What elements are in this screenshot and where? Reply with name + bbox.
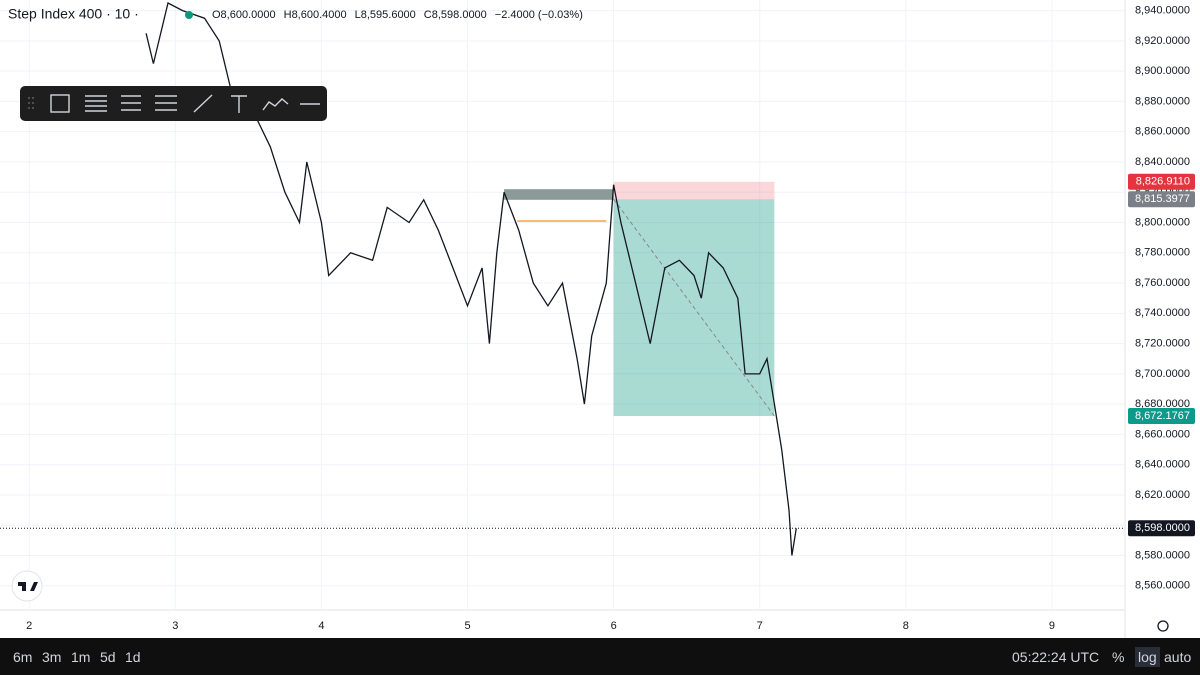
- y-tick-label: 8,860.0000: [1135, 126, 1190, 138]
- y-tick-label: 8,900.0000: [1135, 65, 1190, 77]
- settings-icon[interactable]: [1157, 620, 1169, 632]
- ohlc-value: C8,598.0000: [424, 9, 487, 21]
- y-tick-label: 8,680.0000: [1135, 398, 1190, 410]
- y-tick-label: 8,740.0000: [1135, 307, 1190, 319]
- stop-zone: [613, 181, 775, 200]
- x-tick-label: 6: [611, 620, 617, 632]
- x-tick-label: 5: [464, 620, 470, 632]
- rect-tool[interactable]: [50, 94, 70, 113]
- y-tick-label: 8,720.0000: [1135, 338, 1190, 350]
- path-tool[interactable]: [262, 98, 289, 111]
- y-tick-label: 8,660.0000: [1135, 428, 1190, 440]
- drawing-toolbar: [20, 86, 327, 121]
- price-label-box: [1128, 173, 1195, 190]
- pitchfork-tool[interactable]: [155, 95, 177, 111]
- x-tick-label: 3: [172, 620, 178, 632]
- x-tick-label: 7: [757, 620, 763, 632]
- y-tick-label: 8,560.0000: [1135, 580, 1190, 592]
- range-button[interactable]: 6m: [13, 649, 33, 665]
- price-label-box: [1128, 520, 1195, 537]
- y-tick-label: 8,840.0000: [1135, 156, 1190, 168]
- price-label-box: [1128, 407, 1195, 424]
- tv-logo[interactable]: [11, 570, 43, 602]
- ohlc-value: H8,600.4000: [284, 9, 347, 21]
- bottom-bar: 6m 3m 1m 5d 1d 05:22:24 UTC% log auto: [0, 638, 1200, 675]
- ohlc-value: −2.4000 (−0.03%): [495, 9, 583, 21]
- y-tick-label: 8,940.0000: [1135, 5, 1190, 17]
- x-tick-label: 2: [26, 620, 32, 632]
- symbol-title: Step Index 400 · 10 ·: [8, 6, 139, 22]
- status-dot: [185, 11, 193, 19]
- x-tick-label: 9: [1049, 620, 1055, 632]
- position-path: [613, 198, 775, 417]
- price-label: 8,826.9110: [1136, 176, 1190, 188]
- clock: 05:22:24 UTC: [1012, 649, 1100, 665]
- axis-option[interactable]: auto: [1164, 649, 1192, 665]
- position-tool[interactable]: [121, 95, 141, 111]
- range-button[interactable]: 3m: [42, 649, 62, 665]
- x-tick-label: 8: [903, 620, 909, 632]
- range-button[interactable]: 1d: [125, 649, 141, 665]
- range-button[interactable]: 5d: [100, 649, 116, 665]
- range-bar: [504, 189, 614, 200]
- y-tick-label: 8,920.0000: [1135, 35, 1190, 47]
- fib-tool[interactable]: [85, 95, 107, 112]
- y-tick-label: 8,620.0000: [1135, 489, 1190, 501]
- ohlc-value: L8,595.6000: [355, 9, 416, 21]
- x-tick-label: 4: [318, 620, 324, 632]
- ohlc-value: O8,600.0000: [212, 9, 276, 21]
- y-tick-label: 8,700.0000: [1135, 368, 1190, 380]
- price-line: [145, 2, 797, 556]
- y-tick-label: 8,640.0000: [1135, 459, 1190, 471]
- y-tick-label: 8,800.0000: [1135, 216, 1190, 228]
- y-tick-label: 8,760.0000: [1135, 277, 1190, 289]
- text-tool[interactable]: [231, 95, 247, 113]
- price-label: 8,598.0000: [1135, 522, 1190, 534]
- price-label: 8,815.3977: [1135, 193, 1190, 205]
- y-tick-label: 8,580.0000: [1135, 549, 1190, 561]
- range-button[interactable]: 1m: [71, 649, 91, 665]
- axis-option[interactable]: %: [1112, 649, 1125, 665]
- trendline-tool[interactable]: [193, 94, 213, 113]
- y-tick-label: 8,780.0000: [1135, 247, 1190, 259]
- y-tick-label: 8,880.0000: [1135, 95, 1190, 107]
- price-label: 8,672.1767: [1135, 410, 1190, 422]
- price-label-box: [1128, 191, 1195, 208]
- chart: 8,560.00008,580.00008,600.00008,620.0000…: [0, 0, 1195, 638]
- axis-option[interactable]: log: [1135, 647, 1160, 667]
